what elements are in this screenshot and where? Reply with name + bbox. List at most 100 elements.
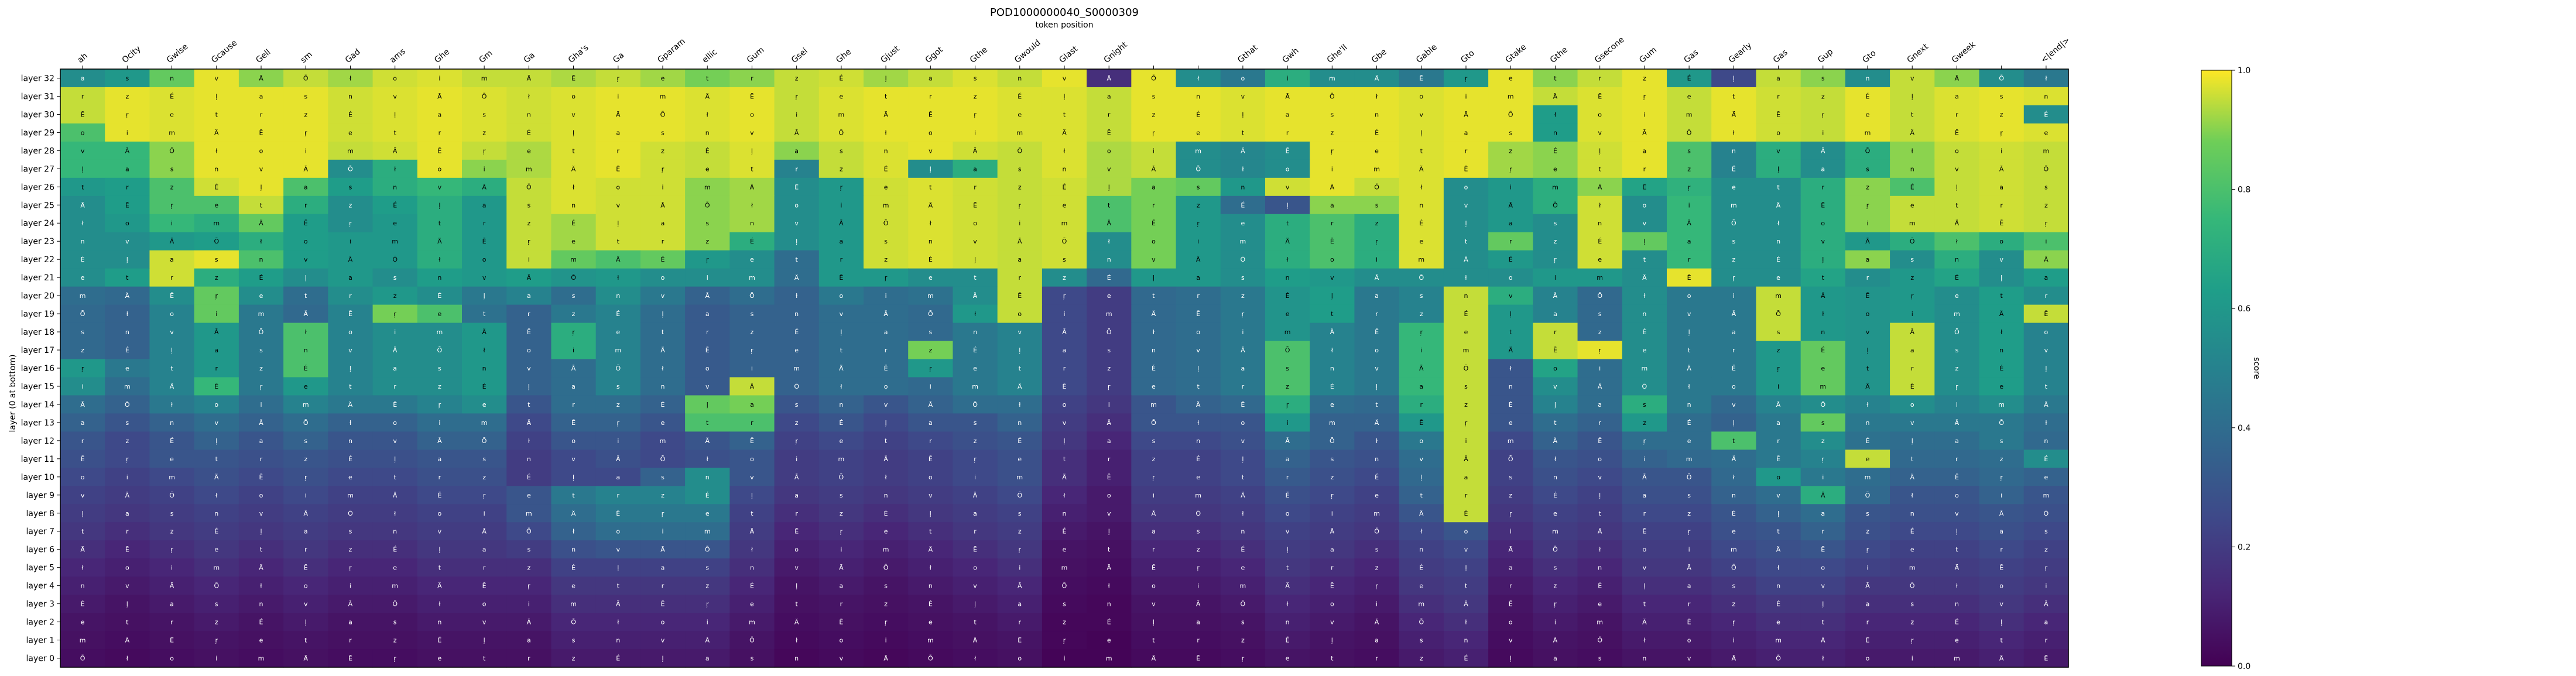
cell-label: i — [350, 582, 351, 590]
cell-label: o — [1999, 238, 2003, 245]
cell-label: i — [82, 383, 84, 390]
cell-label: ļ — [662, 310, 663, 318]
heatmap-cell — [1354, 250, 1400, 269]
cell-label: r — [349, 637, 352, 644]
heatmap-cell — [818, 87, 864, 106]
x-tick-label: Gweek — [1950, 40, 1978, 65]
cell-label: Ä — [1732, 455, 1736, 463]
heatmap-cell — [953, 105, 998, 124]
heatmap-cell — [238, 123, 284, 142]
heatmap-cell — [774, 141, 820, 160]
cell-label: s — [1241, 274, 1245, 282]
heatmap-cell — [551, 286, 597, 306]
heatmap-cell — [1577, 123, 1623, 142]
cell-label: Ā — [1196, 600, 1201, 608]
x-tick-label: Gto — [1861, 49, 1878, 65]
heatmap-cell — [105, 69, 150, 88]
heatmap-cell — [417, 177, 463, 197]
cell-label: a — [661, 564, 665, 572]
cell-label: o — [1375, 346, 1379, 354]
heatmap-cell — [60, 159, 105, 179]
heatmap-cell — [1131, 123, 1177, 142]
cell-label: n — [929, 238, 933, 245]
cell-label: s — [751, 655, 754, 663]
x-tick-label: Gwise — [165, 42, 190, 65]
cell-label: v — [973, 238, 977, 245]
x-tick-label: Gup — [1816, 47, 1835, 65]
cell-label: i — [1912, 310, 1913, 318]
cell-label: É — [348, 111, 352, 118]
heatmap-cell — [1577, 69, 1623, 88]
cell-label: n — [705, 129, 710, 136]
heatmap-cell — [194, 123, 239, 142]
heatmap-cell — [953, 141, 998, 160]
cell-label: i — [439, 419, 440, 427]
cell-label: s — [974, 419, 977, 427]
cell-label: v — [616, 201, 621, 209]
cell-label: É — [1821, 346, 1825, 354]
heatmap-cell — [1845, 69, 1890, 88]
cell-label: r — [260, 455, 263, 463]
cell-label: ļ — [1912, 92, 1913, 100]
cell-label: Ē — [1776, 111, 1780, 118]
cell-label: Ä — [2044, 401, 2049, 409]
cell-label: ŗ — [1197, 564, 1200, 572]
heatmap-cell — [595, 87, 641, 106]
cell-label: n — [1107, 600, 1111, 608]
x-tick-label: Gbe — [1370, 47, 1389, 65]
cell-label: Ä — [1152, 655, 1156, 663]
cell-label: e — [1330, 401, 1334, 409]
cell-label: e — [1419, 238, 1423, 245]
cell-label: ļ — [1420, 129, 1422, 136]
cell-label: É — [1063, 183, 1067, 191]
colorbar-tick-label: 0.4 — [2238, 424, 2250, 433]
cell-label: ļ — [2000, 619, 2002, 626]
heatmap-cell — [60, 141, 105, 160]
x-tick-label: sm — [299, 50, 314, 65]
heatmap-cell — [1488, 87, 1533, 106]
cell-label: Ā — [1999, 510, 2004, 517]
cell-label: ļ — [82, 510, 84, 517]
heatmap-cell — [864, 123, 909, 142]
heatmap-cell — [1131, 105, 1177, 124]
heatmap-cell — [685, 214, 730, 233]
heatmap-cell — [194, 268, 239, 287]
heatmap-cell — [506, 304, 552, 324]
cell-label: i — [1688, 201, 1690, 209]
x-tick-label: Glast — [1057, 44, 1080, 65]
cell-label: t — [1732, 437, 1735, 445]
cell-label: o — [1107, 147, 1111, 155]
cell-label: m — [1016, 473, 1023, 481]
heatmap-cell — [462, 141, 507, 160]
y-tick-label: layer 8 — [26, 509, 54, 519]
cell-label: ļ — [484, 637, 485, 644]
cell-label: i — [1197, 238, 1199, 245]
cell-label: i — [484, 165, 485, 173]
cell-label: ŗ — [1554, 256, 1557, 263]
cell-label: n — [259, 600, 263, 608]
heatmap-cell — [60, 87, 105, 106]
cell-label: ļ — [1912, 437, 1913, 445]
heatmap-cell — [60, 105, 105, 124]
heatmap-cell — [1845, 123, 1890, 142]
cell-label: s — [1152, 437, 1156, 445]
cell-label: o — [1598, 455, 1602, 463]
cell-label: É — [1866, 437, 1870, 445]
cell-label: s — [125, 419, 129, 427]
cell-label: n — [1509, 383, 1513, 390]
cell-label: r — [81, 92, 84, 100]
cell-label: o — [1419, 92, 1423, 100]
cell-label: ŗ — [349, 564, 352, 572]
heatmap-cell — [417, 141, 463, 160]
cell-label: n — [1107, 256, 1111, 263]
cell-label: Ä — [1062, 129, 1067, 136]
cell-label: e — [1553, 510, 1557, 517]
cell-label: n — [1732, 492, 1736, 499]
heatmap-cell — [685, 123, 730, 142]
cell-label: n — [393, 528, 397, 536]
heatmap-cell — [60, 123, 105, 142]
heatmap-cell — [462, 195, 507, 215]
cell-label: n — [794, 655, 799, 663]
cell-label: Ō — [1731, 219, 1736, 227]
cell-label: i — [439, 74, 440, 82]
